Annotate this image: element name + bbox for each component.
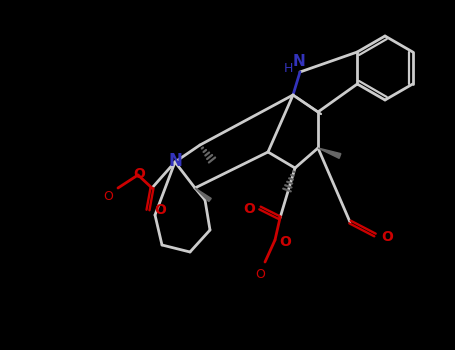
Text: O: O bbox=[381, 230, 393, 244]
Text: N: N bbox=[293, 55, 305, 70]
Polygon shape bbox=[318, 148, 341, 158]
Polygon shape bbox=[195, 188, 211, 202]
Text: O: O bbox=[154, 203, 166, 217]
Text: H: H bbox=[283, 62, 293, 75]
Text: O: O bbox=[243, 202, 255, 216]
Text: O: O bbox=[103, 189, 113, 203]
Text: N: N bbox=[168, 152, 182, 170]
Text: O: O bbox=[279, 235, 291, 249]
Text: O: O bbox=[133, 167, 145, 181]
Text: O: O bbox=[255, 267, 265, 280]
